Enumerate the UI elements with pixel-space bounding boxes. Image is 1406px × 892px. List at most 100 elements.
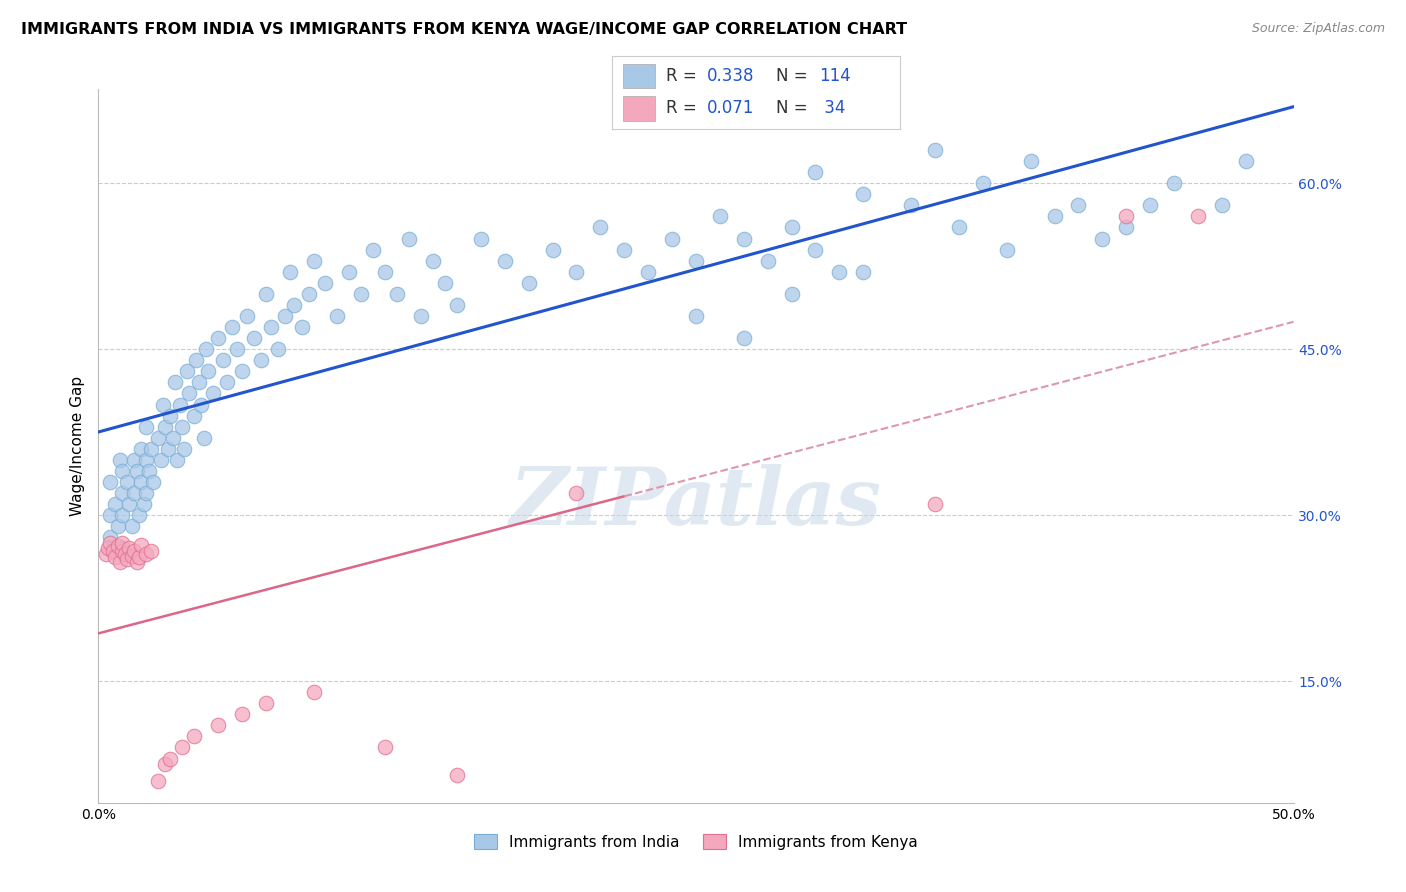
Point — [274, 309, 297, 323]
Point — [900, 198, 922, 212]
Point — [398, 231, 420, 245]
Point — [121, 549, 143, 563]
Point — [139, 442, 162, 456]
Y-axis label: Wage/Income Gap: Wage/Income Gap — [70, 376, 86, 516]
Text: 0.338: 0.338 — [707, 67, 754, 85]
Point — [780, 220, 803, 235]
Point — [155, 419, 177, 434]
Point — [804, 243, 827, 257]
Point — [374, 740, 396, 755]
Point — [350, 286, 373, 301]
Point — [1187, 210, 1209, 224]
Point — [166, 453, 188, 467]
Point — [298, 286, 321, 301]
Text: IMMIGRANTS FROM INDIA VS IMMIGRANTS FROM KENYA WAGE/INCOME GAP CORRELATION CHART: IMMIGRANTS FROM INDIA VS IMMIGRANTS FROM… — [21, 22, 907, 37]
Point — [828, 265, 851, 279]
Point — [162, 431, 184, 445]
Point — [446, 768, 468, 782]
Point — [155, 757, 177, 772]
Point — [101, 543, 124, 558]
Point — [852, 187, 875, 202]
Point — [131, 475, 153, 489]
Point — [128, 550, 150, 565]
Point — [254, 696, 277, 710]
Point — [104, 497, 127, 511]
Point — [804, 165, 827, 179]
Point — [226, 342, 249, 356]
Bar — [623, 96, 655, 120]
Point — [172, 419, 194, 434]
Text: N =: N = — [776, 99, 813, 117]
Point — [948, 220, 970, 235]
Point — [685, 253, 707, 268]
Point — [152, 397, 174, 411]
Point — [243, 331, 266, 345]
Text: R =: R = — [666, 99, 703, 117]
Point — [186, 353, 208, 368]
Point — [98, 536, 122, 550]
Point — [169, 397, 191, 411]
Point — [132, 497, 155, 511]
Point — [115, 552, 138, 566]
Point — [326, 309, 349, 323]
Point — [494, 253, 516, 268]
Point — [121, 519, 143, 533]
Point — [131, 538, 153, 552]
Point — [434, 276, 457, 290]
Point — [267, 342, 290, 356]
Point — [411, 309, 433, 323]
Point — [315, 276, 337, 290]
Point — [107, 519, 129, 533]
Point — [98, 530, 122, 544]
Point — [339, 265, 361, 279]
Point — [374, 265, 396, 279]
Point — [197, 364, 219, 378]
Point — [637, 265, 659, 279]
Point — [128, 508, 150, 523]
Point — [142, 475, 165, 489]
Point — [183, 409, 205, 423]
Point — [111, 536, 134, 550]
Point — [111, 541, 134, 556]
Point — [131, 442, 153, 456]
Point — [207, 718, 229, 732]
Point — [1115, 210, 1137, 224]
Point — [470, 231, 492, 245]
Point — [148, 431, 170, 445]
Point — [1019, 154, 1042, 169]
Point — [107, 539, 129, 553]
Point — [217, 376, 239, 390]
Point — [565, 265, 588, 279]
Point — [1091, 231, 1114, 245]
Text: Source: ZipAtlas.com: Source: ZipAtlas.com — [1251, 22, 1385, 36]
Point — [114, 547, 136, 561]
Text: 114: 114 — [820, 67, 851, 85]
Point — [159, 751, 181, 765]
Point — [733, 331, 755, 345]
Text: ZIPatlas: ZIPatlas — [510, 465, 882, 541]
Point — [278, 265, 301, 279]
Text: R =: R = — [666, 67, 703, 85]
Point — [1211, 198, 1233, 212]
Point — [733, 231, 755, 245]
Point — [446, 298, 468, 312]
Point — [195, 342, 218, 356]
Point — [124, 486, 146, 500]
Point — [259, 320, 281, 334]
Point — [1163, 176, 1185, 190]
Point — [661, 231, 683, 245]
Point — [97, 541, 120, 556]
Point — [111, 486, 134, 500]
Point — [111, 508, 134, 523]
Point — [1115, 220, 1137, 235]
Point — [1067, 198, 1090, 212]
Point — [302, 253, 325, 268]
Point — [135, 486, 157, 500]
Point — [163, 376, 186, 390]
Point — [1043, 210, 1066, 224]
Point — [231, 364, 253, 378]
Point — [111, 464, 134, 478]
Point — [156, 442, 179, 456]
Point — [138, 464, 160, 478]
Point — [385, 286, 409, 301]
